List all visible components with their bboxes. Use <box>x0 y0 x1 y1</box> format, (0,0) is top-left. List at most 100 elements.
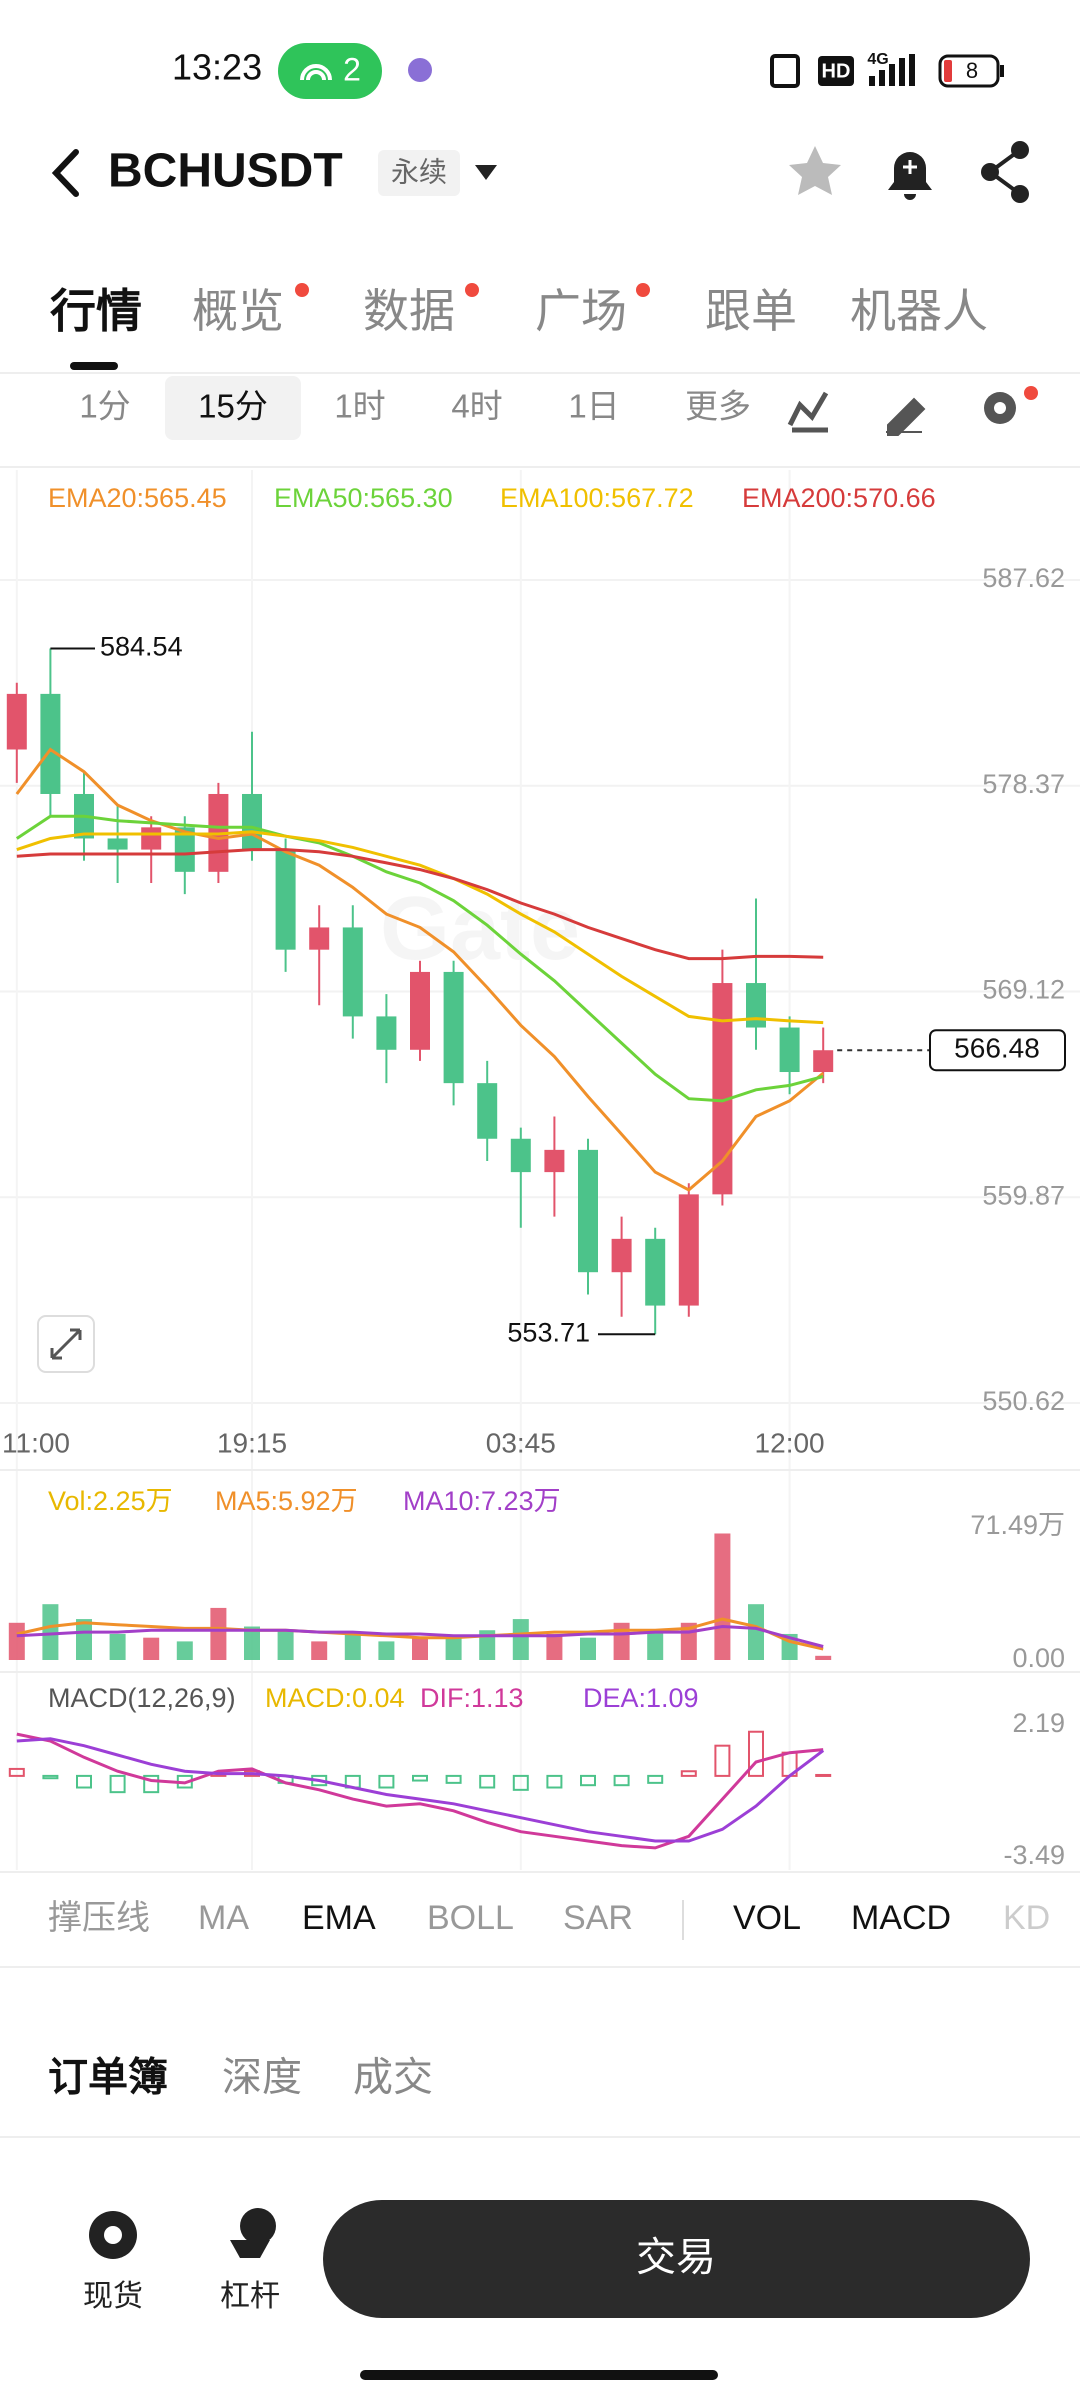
interval[interactable]: 1日 <box>568 388 619 425</box>
orderbook-tab[interactable]: 成交 <box>353 2056 433 2100</box>
macd-bar <box>479 1774 496 1789</box>
macd-bar <box>815 1773 832 1777</box>
hotspot-pill <box>278 43 382 99</box>
macd-bar <box>512 1774 529 1791</box>
margin-icon[interactable] <box>240 2208 276 2244</box>
volume-bar <box>311 1641 328 1660</box>
favorite-star[interactable] <box>789 146 841 195</box>
ema-line <box>16 848 824 961</box>
back-button[interactable] <box>51 149 79 197</box>
y-tick-label: 559.87 <box>982 1180 1065 1210</box>
tab-underline <box>70 362 118 370</box>
interval[interactable]: 1时 <box>334 388 385 425</box>
alert-bell[interactable] <box>888 152 932 200</box>
main-tabs: 行情 概览 数据 广场 跟单 机器人 <box>50 283 988 337</box>
expand-icon <box>50 1328 82 1360</box>
battery-label: 8 <box>966 58 978 83</box>
y-tick-label: 71.49万 <box>970 1510 1065 1540</box>
app-icon <box>408 58 432 82</box>
orderbook-tab[interactable]: 订单簿 <box>48 2056 168 2100</box>
tab[interactable]: 数据 <box>363 285 455 337</box>
settings-hole <box>994 402 1006 414</box>
x-tick-label: 11:00 <box>2 1427 70 1458</box>
hd-box <box>818 56 854 86</box>
contract-chip <box>378 150 460 196</box>
legend-entry: MA10:7.23万 <box>403 1486 561 1516</box>
hotspot-icon <box>300 64 332 81</box>
candle-body <box>746 983 766 1028</box>
last-price-box <box>929 1029 1066 1072</box>
candle-body <box>141 827 162 850</box>
volume-bar <box>176 1641 193 1660</box>
y-tick-label: 0.00 <box>1012 1643 1065 1673</box>
macd-title: MACD(12,26,9) <box>48 1683 236 1713</box>
macd-bar <box>546 1774 563 1789</box>
margin-icon-base <box>230 2240 270 2258</box>
home-indicator <box>360 2370 718 2380</box>
indicator-tab[interactable]: SAR <box>563 1899 633 1937</box>
volume-bar <box>479 1630 496 1660</box>
ema-line <box>15 747 825 1192</box>
indicator-icon[interactable] <box>787 391 829 433</box>
spot-icon-hole <box>104 2226 122 2244</box>
margin-label[interactable]: 杠杆 <box>220 2280 280 2313</box>
interval[interactable]: 15分 <box>198 388 268 425</box>
y-tick-label: 2.19 <box>1012 1708 1065 1738</box>
tab[interactable]: 广场 <box>535 285 627 337</box>
macd-bar <box>580 1774 596 1787</box>
indicator-tab[interactable]: 撑压线 <box>48 1899 150 1937</box>
candle-body <box>40 693 61 794</box>
tab-dot <box>636 283 650 297</box>
tab[interactable]: 跟单 <box>705 285 797 337</box>
orderbook-tab[interactable]: 深度 <box>222 2056 302 2100</box>
volume-ma-line <box>16 1624 824 1648</box>
indicator-tab[interactable]: KD <box>1003 1899 1050 1937</box>
dropdown-arrow[interactable] <box>475 165 497 180</box>
legend-entry: EMA50:565.30 <box>274 483 453 513</box>
macd-bar <box>647 1774 664 1784</box>
tab-dot <box>465 283 479 297</box>
trade-button[interactable] <box>323 2200 1030 2318</box>
network-label: 4G <box>867 51 888 68</box>
candle-body <box>510 1138 531 1173</box>
tab[interactable]: 机器人 <box>850 285 988 337</box>
macd-bar <box>680 1770 697 1777</box>
draw-icon[interactable] <box>886 397 926 436</box>
indicator-tab[interactable]: VOL <box>733 1899 801 1937</box>
candle-body <box>813 1050 834 1073</box>
candle-body <box>6 693 27 750</box>
candle-body <box>712 983 733 1195</box>
volume-bar <box>580 1637 596 1660</box>
interval[interactable]: 更多 <box>685 388 751 425</box>
x-tick-label: 12:00 <box>755 1427 825 1458</box>
indicator-tab[interactable]: BOLL <box>427 1899 514 1937</box>
last-price-label: 566.48 <box>954 1033 1040 1064</box>
tab[interactable]: 行情 <box>50 285 142 337</box>
volume-bar <box>109 1633 126 1660</box>
battery-level <box>944 60 952 82</box>
indicator-tab[interactable]: EMA <box>302 1899 376 1937</box>
interval[interactable]: 4时 <box>451 388 502 425</box>
interval-bar: 1分 15分 1时 4时 1日 更多 <box>79 376 751 440</box>
candle-body <box>544 1149 565 1173</box>
volume-bar <box>344 1633 361 1660</box>
volume-bar <box>210 1607 227 1660</box>
indicator-tab[interactable]: MACD <box>851 1899 951 1937</box>
macd-bar <box>109 1774 126 1794</box>
tab[interactable]: 概览 <box>192 285 284 337</box>
interval[interactable]: 1分 <box>79 388 130 425</box>
charts: 587.62 578.37 569.12 559.87 550.62 11:00 19:15… <box>0 470 1080 1870</box>
low-label: 553.71 <box>507 1317 590 1347</box>
volume-bar <box>647 1630 664 1660</box>
candle-body <box>678 1194 699 1306</box>
spot-label[interactable]: 现货 <box>83 2280 143 2313</box>
volume-bar <box>277 1630 294 1660</box>
share-icon[interactable] <box>981 141 1029 203</box>
y-tick-label: -3.49 <box>1003 1840 1065 1870</box>
macd-bar <box>378 1774 395 1789</box>
macd-bar <box>445 1774 462 1784</box>
legend-entry: DIF:1.13 <box>420 1683 524 1713</box>
contract-label: 永续 <box>391 156 447 187</box>
indicator-tab[interactable]: MA <box>198 1899 249 1937</box>
